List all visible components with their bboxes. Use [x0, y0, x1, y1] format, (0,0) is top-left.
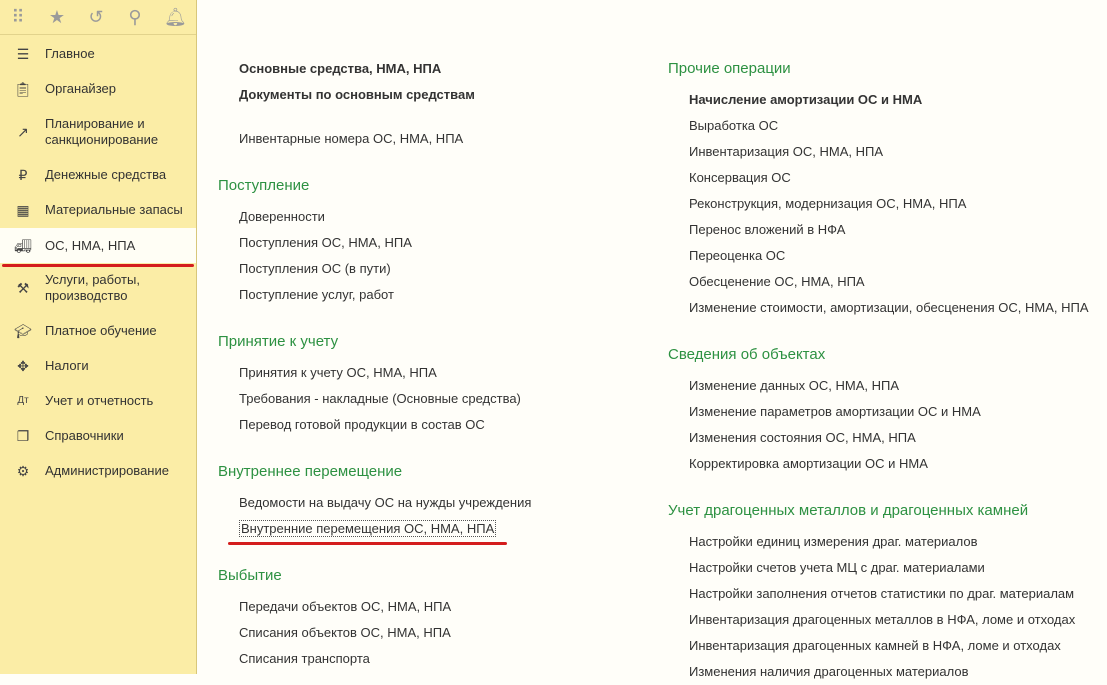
- section-link[interactable]: Принятия к учету ОС, НМА, НПА: [239, 365, 437, 380]
- top-toolbar: ⠿ ★ ↺ ⚲ 🔔︎: [0, 0, 196, 35]
- section-heading: Принятие к учету: [218, 333, 339, 350]
- section-link[interactable]: Инвентаризация драгоценных камней в НФА,…: [689, 638, 1061, 653]
- sidebar-item-label: Главное: [45, 46, 95, 61]
- ruble-icon: ₽: [18, 167, 28, 183]
- section-link[interactable]: Реконструкция, модернизация ОС, НМА, НПА: [689, 196, 967, 211]
- link-documents-os[interactable]: Документы по основным средствам: [239, 87, 475, 102]
- section-link[interactable]: Списания объектов ОС, НМА, НПА: [239, 625, 451, 640]
- section-link[interactable]: Корректировка амортизации ОС и НМА: [689, 456, 928, 471]
- debit-credit-icon: Дт: [17, 395, 29, 406]
- section-link[interactable]: Списания транспорта: [239, 651, 370, 666]
- sidebar-item-label: Налоги: [45, 358, 89, 373]
- section-link[interactable]: Инвентаризация драгоценных металлов в НФ…: [689, 612, 1076, 627]
- section-link[interactable]: Изменения наличия драгоценных материалов: [689, 664, 969, 679]
- sidebar-item-5[interactable]: 🚚︎ ОС, НМА, НПА: [0, 228, 196, 263]
- section-link[interactable]: Инвентаризация ОС, НМА, НПА: [689, 144, 884, 159]
- section-link[interactable]: Изменение данных ОС, НМА, НПА: [689, 378, 900, 393]
- section-link[interactable]: Поступления ОС, НМА, НПА: [239, 235, 412, 250]
- section-link[interactable]: Переоценка ОС: [689, 248, 786, 263]
- section-link[interactable]: Поступление услуг, работ: [239, 287, 394, 302]
- sidebar-item-label: Платное обучение: [45, 323, 157, 338]
- section-link[interactable]: Ведомости на выдачу ОС на нужды учрежден…: [239, 495, 532, 510]
- grid-icon: ▦: [16, 202, 30, 218]
- sidebar: ⠿ ★ ↺ ⚲ 🔔︎ ☰ Главное 📋︎ Органайзер ↗ Планиров…: [0, 0, 197, 674]
- section-link[interactable]: Изменения состояния ОС, НМА, НПА: [689, 430, 916, 445]
- books-icon: ❐: [16, 428, 30, 444]
- section-link[interactable]: Поступления ОС (в пути): [239, 261, 391, 276]
- eagle-emblem-icon: ✥: [17, 358, 29, 374]
- section-heading: Прочие операции: [668, 60, 791, 77]
- sidebar-item-label: Справочники: [45, 428, 124, 443]
- section-heading: Учет драгоценных металлов и драгоценных …: [668, 502, 1029, 519]
- left-column: Основные средства, НМА, НПА Документы по…: [218, 56, 531, 672]
- sidebar-item-label: Денежные средства: [45, 167, 167, 182]
- sidebar-item-label: Органайзер: [45, 81, 116, 96]
- menu-icon: ☰: [16, 46, 30, 62]
- sidebar-item-4[interactable]: ▦ Материальные запасы: [0, 193, 196, 227]
- sidebar-item-label: Планирование и санкционирование: [45, 116, 159, 147]
- section-link[interactable]: Изменение параметров амортизации ОС и НМ…: [689, 404, 981, 419]
- graduation-cap-icon: 🎓︎: [14, 323, 32, 339]
- sidebar-item-3[interactable]: ₽ Денежные средства: [0, 158, 196, 192]
- section-heading: Внутреннее перемещение: [218, 463, 403, 480]
- section-link[interactable]: Перевод готовой продукции в состав ОС: [239, 417, 485, 432]
- section-link[interactable]: Требования - накладные (Основные средств…: [239, 391, 521, 406]
- section-link[interactable]: Внутренние перемещения ОС, НМА, НПА: [218, 516, 531, 542]
- section-link[interactable]: Доверенности: [239, 209, 325, 224]
- tools-icon: ⚒: [16, 280, 30, 296]
- link-inventory-numbers[interactable]: Инвентарные номера ОС, НМА, НПА: [239, 131, 464, 146]
- section-link[interactable]: Перенос вложений в НФА: [689, 222, 846, 237]
- sidebar-item-10[interactable]: ❐ Справочники: [0, 419, 196, 453]
- section-link[interactable]: Выработка ОС: [689, 118, 779, 133]
- section-heading: Сведения об объектах: [668, 346, 826, 363]
- sidebar-item-1[interactable]: 📋︎ Органайзер: [0, 72, 196, 106]
- search-icon[interactable]: ⚲: [128, 6, 142, 27]
- sidebar-item-2[interactable]: ↗ Планирование и санкционирование: [0, 114, 196, 150]
- sidebar-item-6[interactable]: ⚒ Услуги, работы, производство: [0, 270, 196, 306]
- sidebar-item-label: Учет и отчетность: [45, 393, 154, 408]
- section-link[interactable]: Изменение стоимости, амортизации, обесце…: [689, 300, 1089, 315]
- sidebar-item-label: Услуги, работы, производство: [45, 272, 140, 303]
- clipboard-icon: 📋︎: [14, 81, 32, 97]
- sidebar-item-label: Материальные запасы: [45, 202, 183, 217]
- section-link[interactable]: Передачи объектов ОС, НМА, НПА: [239, 599, 452, 614]
- apps-grid-icon[interactable]: ⠿: [11, 6, 25, 27]
- main-content: Основные средства, НМА, НПА Документы по…: [198, 0, 1107, 679]
- sidebar-item-label: ОС, НМА, НПА: [45, 237, 136, 253]
- sidebar-item-11[interactable]: ⚙ Администрирование: [0, 454, 196, 488]
- section-link[interactable]: Настройки заполнения отчетов статистики …: [689, 586, 1075, 601]
- history-icon[interactable]: ↺: [88, 6, 104, 27]
- link-os-nma-npa[interactable]: Основные средства, НМА, НПА: [239, 61, 442, 76]
- section-link[interactable]: Настройки единиц измерения драг. материа…: [689, 534, 978, 549]
- planning-chart-icon: ↗: [17, 124, 29, 140]
- highlight-underline: [2, 264, 194, 267]
- section-link[interactable]: Начисление амортизации ОС и НМА: [689, 92, 923, 107]
- bell-icon[interactable]: 🔔︎: [164, 6, 187, 27]
- section-link[interactable]: Настройки счетов учета МЦ с драг. матери…: [689, 560, 985, 575]
- sidebar-item-8[interactable]: ✥ Налоги: [0, 349, 196, 383]
- section-link[interactable]: Консервация ОС: [689, 170, 791, 185]
- section-link[interactable]: Обесценение ОС, НМА, НПА: [689, 274, 865, 289]
- star-icon[interactable]: ★: [48, 6, 66, 27]
- sidebar-item-7[interactable]: 🎓︎ Платное обучение: [0, 314, 196, 348]
- highlight-underline: [228, 542, 507, 545]
- truck-icon: 🚚︎: [14, 237, 32, 254]
- sidebar-item-0[interactable]: ☰ Главное: [0, 37, 196, 71]
- section-heading: Поступление: [218, 177, 310, 194]
- gear-icon: ⚙: [16, 463, 30, 479]
- sidebar-item-9[interactable]: Дт Учет и отчетность: [0, 384, 196, 418]
- sidebar-item-label: Администрирование: [45, 463, 169, 478]
- section-heading: Выбытие: [218, 567, 282, 584]
- right-column: Прочие операции Начисление амортизации ОС…: [668, 56, 1089, 685]
- focused-link-text: Внутренние перемещения ОС, НМА, НПА: [239, 520, 497, 537]
